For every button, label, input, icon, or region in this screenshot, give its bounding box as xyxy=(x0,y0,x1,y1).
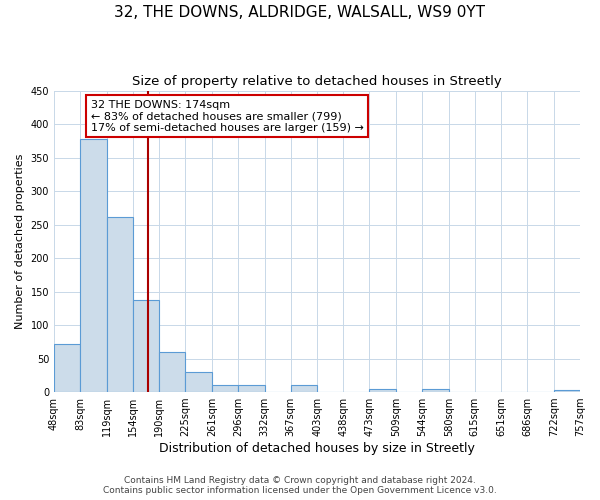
Bar xyxy=(54,344,80,392)
Bar xyxy=(290,386,317,392)
Text: 32, THE DOWNS, ALDRIDGE, WALSALL, WS9 0YT: 32, THE DOWNS, ALDRIDGE, WALSALL, WS9 0Y… xyxy=(115,5,485,20)
Bar xyxy=(133,300,160,392)
Bar xyxy=(185,372,212,392)
Bar xyxy=(422,388,449,392)
Bar xyxy=(107,216,133,392)
X-axis label: Distribution of detached houses by size in Streetly: Distribution of detached houses by size … xyxy=(159,442,475,455)
Text: Contains HM Land Registry data © Crown copyright and database right 2024.
Contai: Contains HM Land Registry data © Crown c… xyxy=(103,476,497,495)
Bar xyxy=(370,388,396,392)
Bar xyxy=(238,386,265,392)
Bar xyxy=(80,139,107,392)
Bar xyxy=(554,390,580,392)
Bar xyxy=(160,352,185,392)
Title: Size of property relative to detached houses in Streetly: Size of property relative to detached ho… xyxy=(132,75,502,88)
Bar xyxy=(212,386,238,392)
Y-axis label: Number of detached properties: Number of detached properties xyxy=(15,154,25,329)
Text: 32 THE DOWNS: 174sqm
← 83% of detached houses are smaller (799)
17% of semi-deta: 32 THE DOWNS: 174sqm ← 83% of detached h… xyxy=(91,100,364,133)
